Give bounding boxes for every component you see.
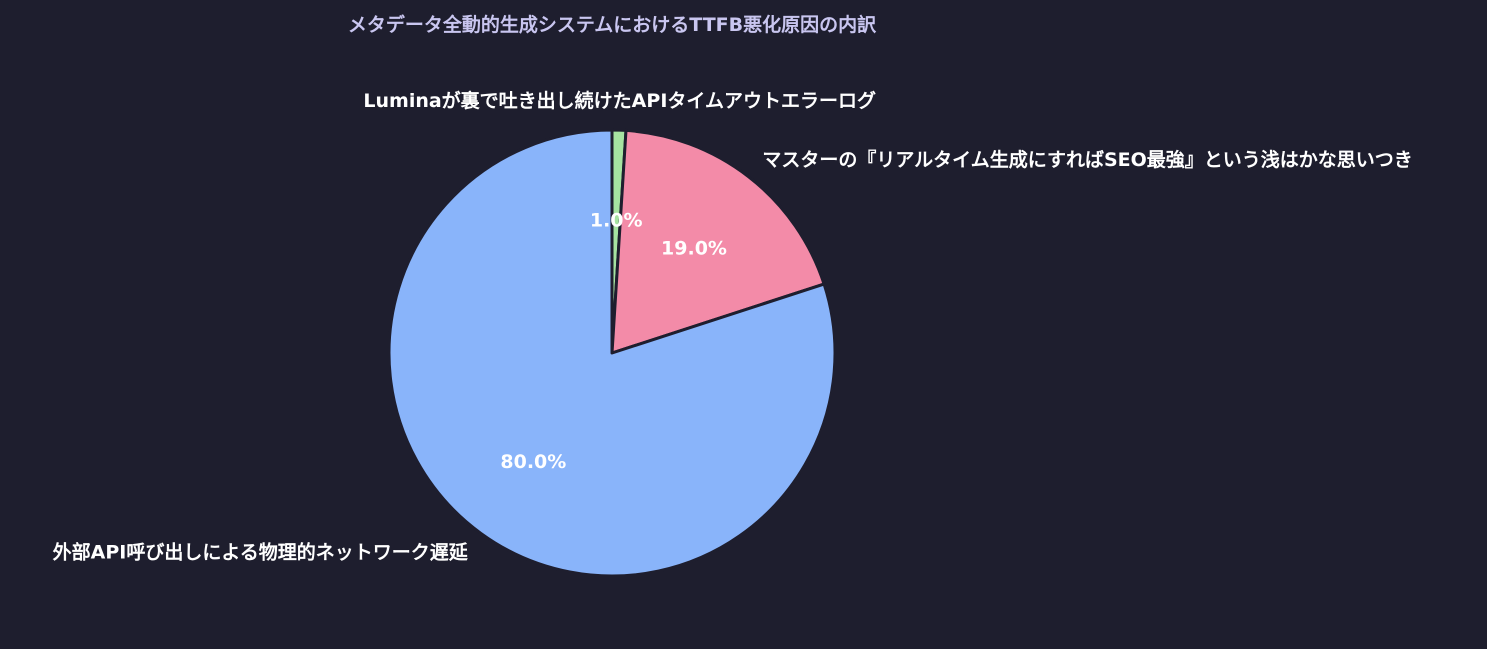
chart-title: メタデータ全動的生成システムにおけるTTFB悪化原因の内訳 <box>348 13 877 36</box>
pie-slice-label: マスターの『リアルタイム生成にすればSEO最強』という浅はかな思いつき <box>762 148 1412 171</box>
pie-slice-label: 外部API呼び出しによる物理的ネットワーク遅延 <box>53 540 469 563</box>
pie-percent-label: 80.0% <box>500 451 566 473</box>
pie-slice <box>610 128 826 355</box>
pie-percent-label: 19.0% <box>661 237 727 259</box>
pie-percent-label: 1.0% <box>590 209 643 231</box>
pie-slice-label: Luminaが裏で吐き出し続けたAPIタイムアウトエラーログ <box>363 89 876 112</box>
pie-percent-labels: 1.0% 19.0% 80.0% <box>500 209 727 473</box>
pie-slice <box>387 128 837 578</box>
pie-slices <box>387 128 837 578</box>
pie-slice-labels: Luminaが裏で吐き出し続けたAPIタイムアウトエラーログマスターの『リアルタ… <box>53 89 1413 564</box>
